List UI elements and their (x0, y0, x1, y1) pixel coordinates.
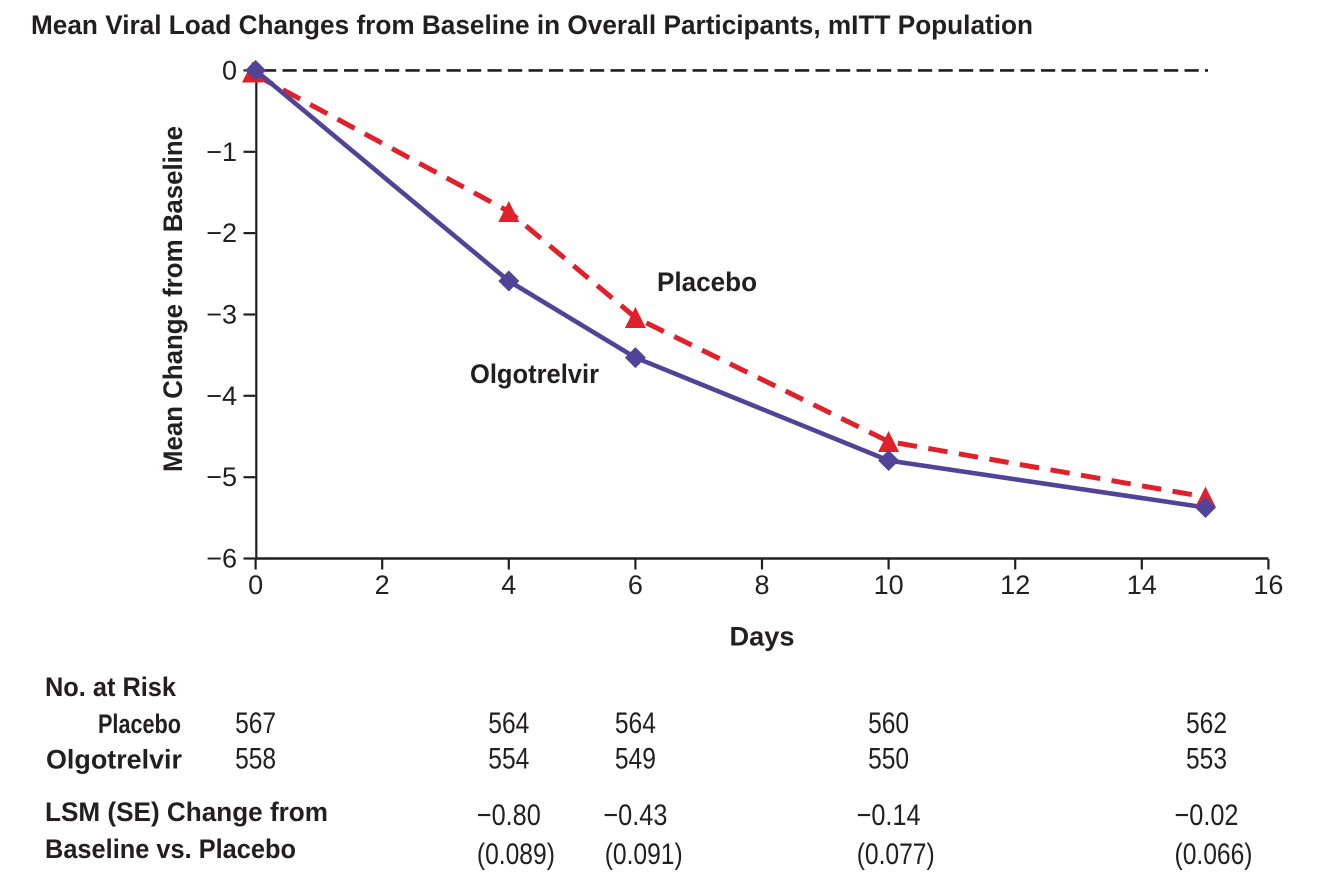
svg-text:4: 4 (501, 570, 516, 600)
svg-text:−5: −5 (206, 462, 237, 492)
svg-text:558: 558 (235, 743, 276, 776)
svg-text:(0.066): (0.066) (1175, 838, 1253, 871)
svg-text:564: 564 (488, 707, 529, 740)
svg-text:−0.80: −0.80 (477, 799, 541, 832)
svg-text:0: 0 (248, 570, 263, 600)
svg-text:Placebo: Placebo (98, 709, 181, 739)
svg-text:553: 553 (1186, 743, 1227, 776)
svg-text:−0.43: −0.43 (603, 799, 667, 832)
svg-text:(0.089): (0.089) (477, 838, 555, 871)
svg-text:16: 16 (1253, 570, 1283, 600)
svg-text:549: 549 (615, 743, 656, 776)
svg-text:560: 560 (868, 707, 909, 740)
svg-text:550: 550 (868, 743, 909, 776)
svg-text:Placebo: Placebo (657, 267, 757, 297)
svg-text:8: 8 (754, 570, 769, 600)
svg-text:No. at Risk: No. at Risk (45, 672, 177, 702)
svg-text:LSM (SE) Change from: LSM (SE) Change from (45, 797, 328, 827)
svg-text:564: 564 (615, 707, 656, 740)
svg-text:−1: −1 (206, 137, 237, 167)
svg-text:−0.14: −0.14 (857, 799, 921, 832)
svg-text:Mean Viral Load Changes from B: Mean Viral Load Changes from Baseline in… (31, 10, 1033, 40)
svg-text:562: 562 (1186, 707, 1227, 740)
svg-text:Olgotrelvir: Olgotrelvir (470, 359, 599, 389)
svg-text:6: 6 (628, 570, 643, 600)
svg-text:−3: −3 (206, 300, 237, 330)
svg-text:−2: −2 (206, 218, 237, 248)
svg-text:0: 0 (222, 55, 237, 85)
svg-text:12: 12 (1000, 570, 1030, 600)
svg-text:10: 10 (874, 570, 904, 600)
svg-text:554: 554 (488, 743, 529, 776)
svg-text:(0.077): (0.077) (857, 838, 935, 871)
svg-text:−0.02: −0.02 (1175, 799, 1239, 832)
svg-text:14: 14 (1127, 570, 1157, 600)
svg-text:Mean Change from Baseline: Mean Change from Baseline (158, 126, 188, 472)
svg-text:−6: −6 (206, 544, 237, 574)
svg-text:Days: Days (730, 622, 795, 652)
svg-text:(0.091): (0.091) (605, 838, 683, 871)
svg-text:Olgotrelvir: Olgotrelvir (46, 745, 182, 775)
svg-text:Baseline vs. Placebo: Baseline vs. Placebo (45, 834, 296, 864)
svg-text:−4: −4 (206, 381, 237, 411)
svg-text:2: 2 (375, 570, 390, 600)
svg-text:567: 567 (235, 707, 276, 740)
